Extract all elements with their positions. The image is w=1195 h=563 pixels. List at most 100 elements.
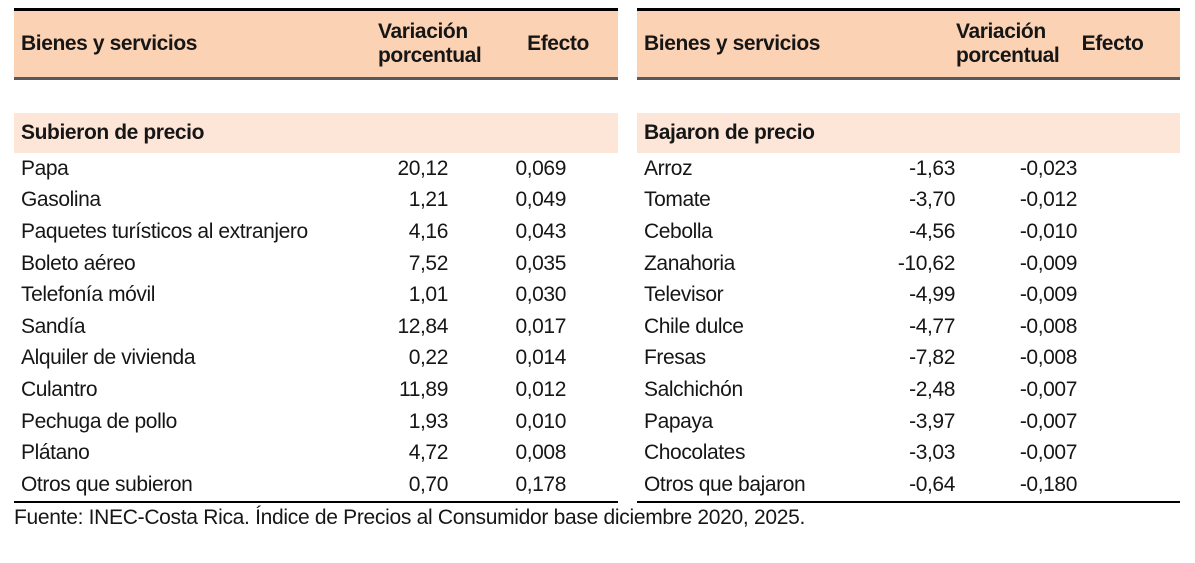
item-name-cell: Chile dulce <box>644 314 744 338</box>
item-name-cell: Sandía <box>21 314 86 338</box>
table-row: Chile dulce -4,77 -0,008 <box>637 311 1180 343</box>
variation-cell: -2,48 <box>909 377 955 401</box>
variation-cell: -3,03 <box>909 441 955 465</box>
item-name-cell: Otros que subieron <box>21 472 193 496</box>
column-header-variacion-porcentual: Variación porcentual <box>956 20 1060 67</box>
table-row: Arroz -1,63 -0,023 <box>637 153 1180 185</box>
effect-cell: -0,012 <box>1019 188 1078 212</box>
effect-cell: 0,014 <box>515 346 566 370</box>
effect-cell: -0,023 <box>1019 156 1078 180</box>
table-row: Pechuga de pollo 1,93 0,010 <box>14 406 618 438</box>
effect-cell: -0,009 <box>1019 283 1078 307</box>
item-name-cell: Otros que bajaron <box>644 472 806 496</box>
table-row: Otros que subieron 0,70 0,178 <box>14 469 618 501</box>
table-row: Gasolina 1,21 0,049 <box>14 185 618 217</box>
table-row: Televisor -4,99 -0,009 <box>637 279 1180 311</box>
effect-cell: -0,007 <box>1019 441 1078 465</box>
variation-cell: 20,12 <box>397 156 448 180</box>
table-subieron-de-precio: Bienes y servicios Variación porcentual … <box>14 8 618 503</box>
header-gap <box>14 80 618 113</box>
table-row: Cebolla -4,56 -0,010 <box>637 216 1180 248</box>
effect-cell: -0,007 <box>1019 409 1078 433</box>
effect-cell: -0,008 <box>1019 314 1078 338</box>
variation-cell: -0,64 <box>909 472 955 496</box>
table-row: Boleto aéreo 7,52 0,035 <box>14 248 618 280</box>
item-name-cell: Telefonía móvil <box>21 283 156 307</box>
table-row: Chocolates -3,03 -0,007 <box>637 437 1180 469</box>
item-name-cell: Televisor <box>644 283 724 307</box>
table-row: Zanahoria -10,62 -0,009 <box>637 248 1180 280</box>
variation-cell: -3,97 <box>909 409 955 433</box>
variation-cell: -10,62 <box>897 251 956 275</box>
column-header-bienes-y-servicios: Bienes y servicios <box>21 32 198 56</box>
column-header-efecto: Efecto <box>527 32 589 56</box>
effect-cell: 0,178 <box>515 472 566 496</box>
table-header-row: Bienes y servicios Variación porcentual … <box>14 8 618 80</box>
effect-cell: -0,010 <box>1019 219 1078 243</box>
table-row: Tomate -3,70 -0,012 <box>637 185 1180 217</box>
column-header-efecto: Efecto <box>1081 32 1144 56</box>
table-row: Papaya -3,97 -0,007 <box>637 406 1180 438</box>
item-name-cell: Chocolates <box>644 441 746 465</box>
item-name-cell: Culantro <box>21 377 98 401</box>
variation-cell: 0,70 <box>408 472 449 496</box>
item-name-cell: Plátano <box>21 441 90 465</box>
effect-cell: -0,009 <box>1019 251 1078 275</box>
item-name-cell: Zanahoria <box>644 251 735 275</box>
table-row: Fresas -7,82 -0,008 <box>637 343 1180 375</box>
effect-cell: 0,035 <box>515 251 566 275</box>
table-header-row: Bienes y servicios Variación porcentual … <box>637 8 1180 80</box>
table-row: Paquetes turísticos al extranjero 4,16 0… <box>14 216 618 248</box>
item-name-cell: Papaya <box>644 409 713 433</box>
item-name-cell: Paquetes turísticos al extranjero <box>21 219 308 243</box>
variation-cell: -4,56 <box>909 219 955 243</box>
column-header-bienes-y-servicios: Bienes y servicios <box>644 32 821 56</box>
variation-cell: 4,16 <box>408 219 449 243</box>
effect-cell: 0,010 <box>515 409 566 433</box>
table-row: Salchichón -2,48 -0,007 <box>637 374 1180 406</box>
column-header-variacion-porcentual: Variación porcentual <box>378 20 482 67</box>
table-body: Papa 20,12 0,069 Gasolina 1,21 0,049 Paq… <box>14 153 618 503</box>
variation-cell: 1,93 <box>408 409 449 433</box>
effect-cell: 0,049 <box>515 188 566 212</box>
item-name-cell: Boleto aéreo <box>21 251 136 275</box>
effect-cell: -0,180 <box>1019 472 1078 496</box>
item-name-cell: Pechuga de pollo <box>21 409 177 433</box>
item-name-cell: Cebolla <box>644 219 713 243</box>
section-header-bajaron: Bajaron de precio <box>637 113 1180 153</box>
variation-cell: 11,89 <box>399 377 448 401</box>
effect-cell: 0,017 <box>515 314 566 338</box>
variation-cell: 1,01 <box>408 283 449 307</box>
table-row: Alquiler de vivienda 0,22 0,014 <box>14 343 618 375</box>
variation-cell: -1,63 <box>909 156 955 180</box>
item-name-cell: Gasolina <box>21 188 101 212</box>
item-name-cell: Alquiler de vivienda <box>21 346 196 370</box>
source-note: Fuente: INEC-Costa Rica. Índice de Preci… <box>14 506 806 529</box>
variation-cell: 7,52 <box>408 251 449 275</box>
table-body: Arroz -1,63 -0,023 Tomate -3,70 -0,012 C… <box>637 153 1180 503</box>
table-row: Telefonía móvil 1,01 0,030 <box>14 279 618 311</box>
effect-cell: 0,008 <box>515 441 566 465</box>
table-bajaron-de-precio: Bienes y servicios Variación porcentual … <box>637 8 1180 503</box>
effect-cell: 0,030 <box>515 283 566 307</box>
variation-cell: -7,82 <box>909 346 955 370</box>
variation-cell: 4,72 <box>408 441 449 465</box>
header-gap <box>637 80 1180 113</box>
table-row: Otros que bajaron -0,64 -0,180 <box>637 469 1180 501</box>
variation-cell: 0,22 <box>408 346 449 370</box>
variation-cell: 1,21 <box>408 188 449 212</box>
variation-cell: -4,77 <box>909 314 955 338</box>
item-name-cell: Arroz <box>644 156 693 180</box>
table-row: Papa 20,12 0,069 <box>14 153 618 185</box>
table-row: Plátano 4,72 0,008 <box>14 437 618 469</box>
variation-cell: 12,84 <box>397 314 448 338</box>
variation-cell: -3,70 <box>909 188 955 212</box>
item-name-cell: Tomate <box>644 188 711 212</box>
table-row: Sandía 12,84 0,017 <box>14 311 618 343</box>
effect-cell: -0,008 <box>1019 346 1078 370</box>
variation-cell: -4,99 <box>909 283 955 307</box>
effect-cell: 0,012 <box>515 377 566 401</box>
item-name-cell: Papa <box>21 156 69 180</box>
effect-cell: 0,069 <box>515 156 566 180</box>
